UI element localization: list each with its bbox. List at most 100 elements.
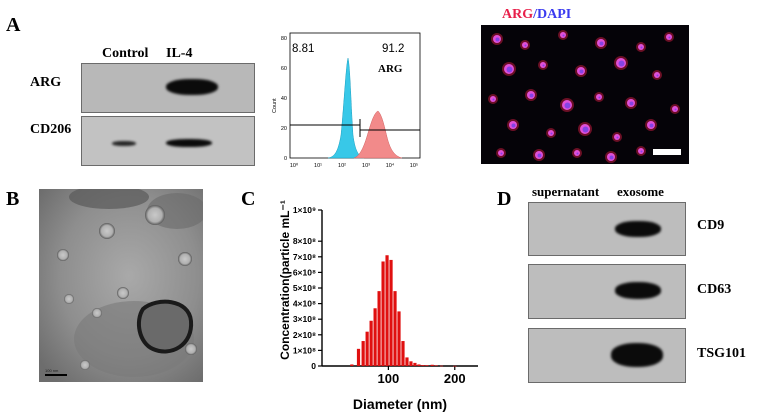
tem-image: 100 nm: [39, 189, 203, 382]
band-control-cd206: [112, 141, 136, 146]
flow-y-tick: 80: [281, 36, 287, 42]
fluorescence-cell-dapi: [500, 152, 503, 155]
fluorescence-cell-dapi: [579, 69, 584, 74]
fluorescence-scale-bar: [653, 149, 681, 155]
tem-vesicle: [80, 360, 90, 370]
fluorescence-cell-dapi: [598, 96, 601, 99]
flow-marker-label: ARG: [378, 63, 403, 75]
gate-right-value: 91.2: [382, 43, 404, 55]
fluorescence-cell-dapi: [537, 153, 542, 158]
chart-bar: [350, 364, 354, 366]
marker-label-tsg101: TSG101: [697, 346, 747, 361]
chart-y-tick-label: 6×10⁸: [293, 267, 316, 277]
flow-y-tick: 20: [281, 126, 287, 132]
chart-bar: [361, 341, 365, 366]
fluorescence-cell-dapi: [495, 37, 500, 42]
band-exosome-cd9: [615, 221, 661, 237]
chart-bar: [365, 331, 369, 366]
nta-chart: Concentration(particle mL⁻¹ 0 1×10⁸ 2×10⁸ 3…: [280, 200, 478, 412]
fluorescence-cell-dapi: [618, 60, 625, 67]
tem-vesicle: [145, 205, 165, 225]
tem-scale-bar: [45, 374, 67, 376]
flow-x-tick: 10¹: [314, 163, 322, 169]
chart-bar: [439, 365, 444, 367]
fluorescence-title-dapi: DAPI: [537, 7, 572, 22]
lane-label-supernatant: supernatant: [532, 184, 600, 199]
fluorescence-cell-dapi: [524, 44, 527, 47]
fluorescence-cell-dapi: [562, 34, 565, 37]
chart-bar: [413, 362, 417, 366]
chart-bar: [405, 357, 409, 366]
chart-bar: [385, 255, 389, 366]
western-blot-cd63: [528, 264, 686, 319]
chart-y-tick-label: 4×10⁸: [293, 299, 316, 309]
band-exosome-cd63: [615, 282, 661, 299]
fluorescence-cell-dapi: [656, 74, 659, 77]
chart-bar: [417, 364, 421, 366]
chart-y-tick-label: 5×10⁸: [293, 283, 316, 293]
chart-bar: [401, 341, 405, 366]
tem-vesicle: [64, 294, 74, 304]
chart-bar: [421, 365, 425, 366]
tem-scale-bar-text: 100 nm: [45, 368, 59, 373]
chart-bar: [453, 365, 457, 367]
marker-label-cd63: CD63: [697, 282, 732, 297]
fluorescence-cell-dapi: [529, 93, 534, 98]
tem-large-vesicle: [136, 299, 194, 354]
fluorescence-image: [481, 25, 689, 164]
chart-y-ticks: 0 1×10⁸ 2×10⁸ 3×10⁸ 4×10⁸ 5×10⁸ 6×10⁸ 7×10⁸ 8×10…: [293, 205, 322, 371]
flow-x-tick: 10⁴: [386, 162, 395, 169]
flow-y-tick: 40: [281, 96, 287, 102]
flow-y-tick: 0: [284, 156, 287, 162]
lane-label-control: Control: [102, 46, 149, 61]
chart-bar: [434, 365, 438, 366]
chart-y-tick-label: 2×10⁸: [293, 330, 316, 340]
panel-label-b: B: [6, 188, 20, 210]
marker-label-arg: ARG: [30, 75, 62, 90]
fluorescence-cell-dapi: [542, 64, 545, 67]
flow-x-tick: 10⁰: [290, 162, 299, 169]
flow-x-tick: 10³: [362, 163, 370, 169]
gate-left-value: 8.81: [292, 43, 314, 55]
fluorescence-title: ARG/DAPI: [502, 7, 571, 23]
panel-label-a: A: [6, 14, 21, 36]
western-blot-cd206: [81, 116, 255, 166]
fluorescence-title-arg: ARG: [502, 7, 534, 22]
tem-vesicle: [117, 287, 129, 299]
control-histogram: [327, 57, 365, 159]
marker-label-cd206: CD206: [30, 122, 72, 137]
panel-label-d: D: [497, 188, 512, 210]
chart-y-tick-label: 7×10⁸: [293, 252, 316, 262]
il4-histogram: [353, 110, 403, 159]
band-il4-arg: [166, 79, 218, 95]
flow-y-tick: 60: [281, 66, 287, 72]
chart-bars: [350, 255, 457, 367]
tem-vesicle: [99, 223, 115, 239]
chart-bar: [389, 259, 393, 366]
fluorescence-background: [481, 25, 689, 164]
chart-y-tick-label: 8×10⁸: [293, 236, 316, 246]
chart-bar: [409, 361, 413, 366]
fluorescence-cell-dapi: [564, 102, 571, 109]
chart-bar: [373, 308, 377, 366]
flow-y-axis-label: Count: [272, 98, 278, 113]
marker-label-cd9: CD9: [697, 218, 725, 233]
band-il4-cd206: [166, 139, 212, 147]
fluorescence-cell-dapi: [640, 150, 643, 153]
lane-label-il4: IL-4: [166, 46, 193, 61]
chart-bar: [381, 261, 385, 366]
tem-dark-region: [69, 189, 149, 209]
western-blot-cd9: [528, 202, 686, 256]
fluorescence-cells: [488, 30, 680, 163]
chart-y-tick-label: 3×10⁸: [293, 314, 316, 324]
western-blot-tsg101: [528, 328, 686, 383]
fluorescence-cell-dapi: [674, 108, 677, 111]
flow-histogram: 8.81 91.2 ARG Count 0 20 40 60 80 10⁰ 10…: [272, 32, 421, 169]
chart-bar: [393, 291, 397, 366]
chart-y-axis-label: Concentration(particle mL⁻¹: [280, 200, 292, 360]
fluorescence-cell-dapi: [511, 123, 516, 128]
western-blot-arg: [81, 63, 255, 113]
fluorescence-cell-dapi: [492, 98, 495, 101]
fluorescence-cell-dapi: [616, 136, 619, 139]
chart-x-axis-label: Diameter (nm): [353, 396, 447, 412]
